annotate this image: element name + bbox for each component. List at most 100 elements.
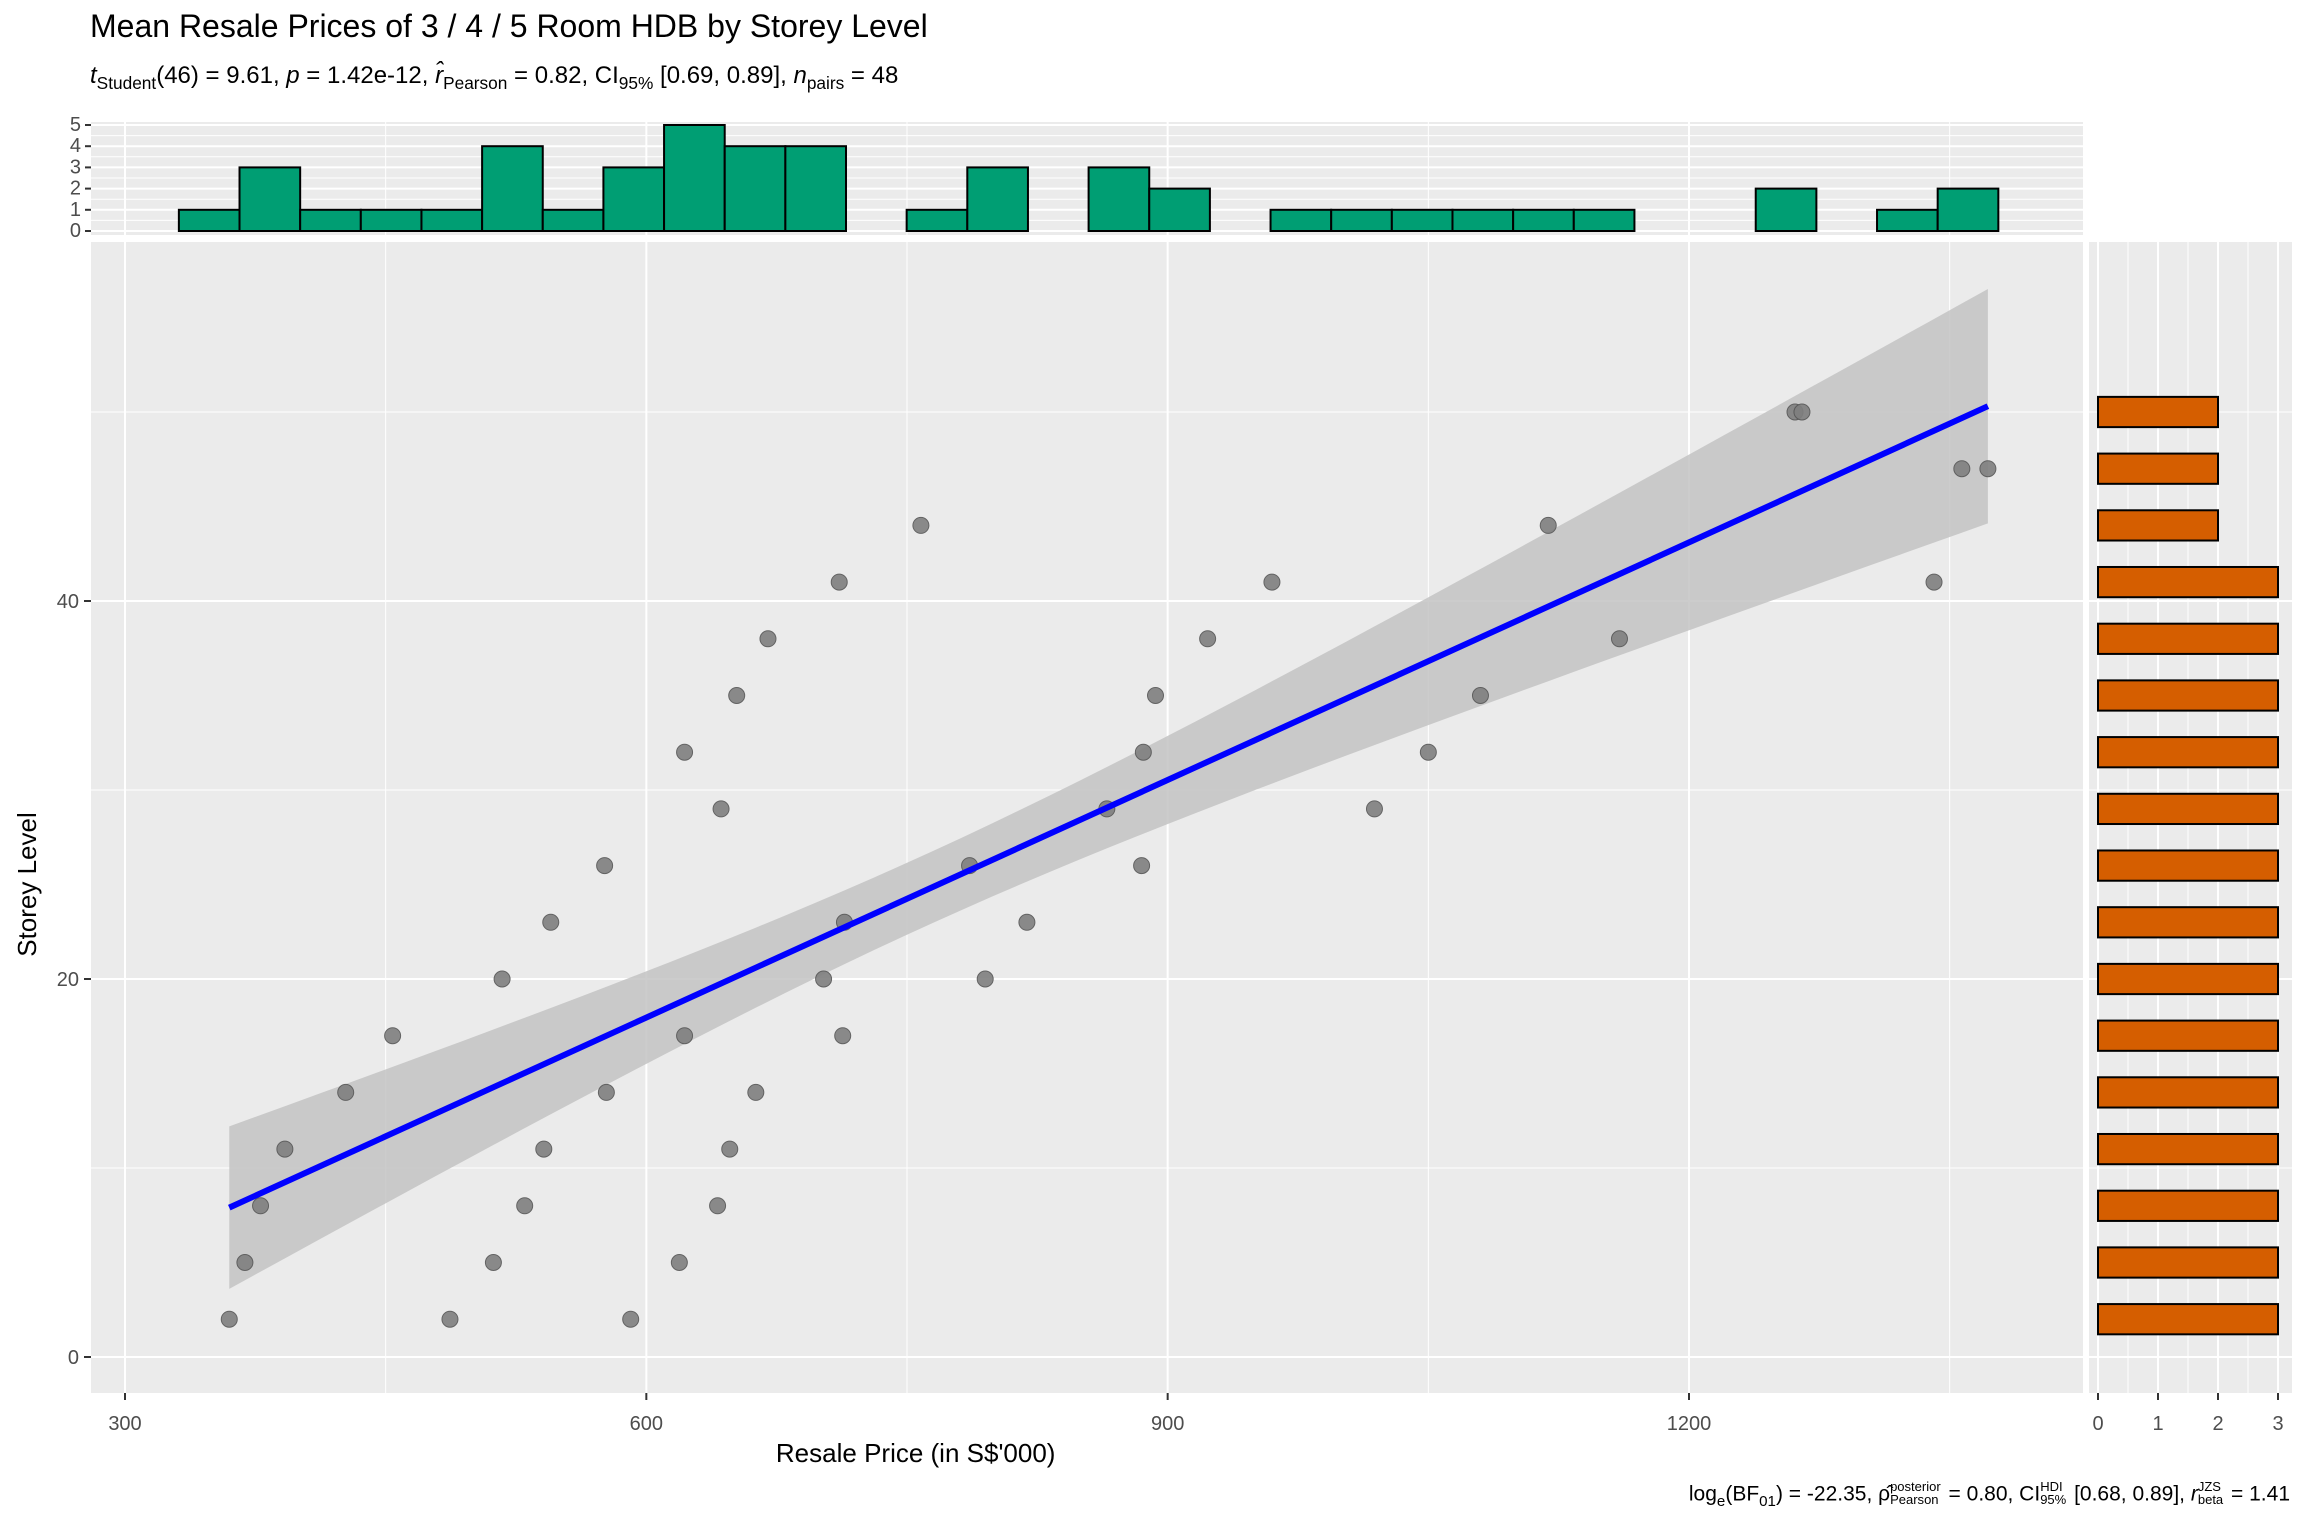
right-hist-tick-label: 3 (2272, 1413, 2283, 1435)
right-histogram-bar (2097, 565, 2279, 599)
confidence-band (229, 289, 1988, 1289)
y-tick-label: 20 (57, 969, 79, 991)
y-tick-label: 0 (68, 1347, 79, 1369)
x-tick-label: 300 (108, 1413, 141, 1435)
data-point (676, 743, 694, 761)
right-hist-tick-label: 2 (2212, 1413, 2223, 1435)
top-histogram-bar (1936, 187, 2000, 233)
top-histogram-bar (541, 208, 605, 233)
data-point (337, 1083, 355, 1101)
data-point (676, 1027, 694, 1045)
right-histogram-bar (2097, 849, 2279, 882)
x-tick-label: 900 (1151, 1413, 1184, 1435)
x-axis-title: Resale Price (in S$'000) (776, 1438, 1056, 1468)
top-hist-tick-label: 1 (70, 199, 81, 221)
top-histogram-bar (359, 208, 423, 233)
data-point (1147, 687, 1165, 704)
y-tick-label: 40 (57, 591, 79, 613)
right-histogram-bar (2097, 1132, 2279, 1166)
right-histogram-bar (2097, 452, 2219, 485)
data-point (976, 970, 994, 988)
data-point (276, 1140, 294, 1158)
data-point (493, 970, 511, 988)
data-point (759, 630, 777, 648)
data-point (1953, 460, 1971, 478)
right-histogram-bar (2097, 1303, 2279, 1336)
data-point (1419, 743, 1437, 761)
top-histogram-bar (238, 166, 302, 232)
x-tick-label: 1200 (1667, 1413, 1712, 1435)
top-hist-tick-label: 2 (70, 178, 81, 200)
chart-title: Mean Resale Prices of 3 / 4 / 5 Room HDB… (90, 8, 928, 44)
top-histogram-bar (1512, 208, 1575, 233)
top-hist-tick-label: 5 (70, 114, 81, 136)
top-hist-tick-label: 4 (70, 135, 81, 157)
data-point (1793, 403, 1811, 421)
data-point (728, 687, 746, 704)
top-histogram-bar (602, 166, 666, 232)
top-hist-tick-label: 3 (70, 156, 81, 178)
right-histogram-bar (2097, 792, 2279, 826)
right-histogram-bar (2097, 622, 2279, 655)
data-point (1018, 913, 1036, 931)
top-histogram-bar (723, 145, 787, 232)
top-histogram-bar (1269, 208, 1333, 233)
data-point (712, 800, 730, 818)
right-histogram-bar (2097, 1246, 2279, 1279)
top-histogram-bar (1876, 208, 1939, 233)
data-point (622, 1310, 640, 1328)
data-point (721, 1140, 739, 1158)
top-histogram-bar (299, 208, 362, 233)
data-point (441, 1310, 459, 1328)
top-hist-tick-label: 0 (70, 220, 81, 242)
right-histogram-bar (2097, 962, 2279, 996)
top-histogram-bar (1572, 208, 1636, 233)
top-histogram-bar (905, 208, 969, 233)
data-point (252, 1197, 270, 1215)
data-point (1133, 857, 1151, 875)
right-histogram-bar (2097, 679, 2279, 712)
data-point (830, 573, 848, 591)
right-histogram-bar (2097, 1076, 2279, 1109)
regression-line (228, 403, 1990, 1211)
data-point (1925, 573, 1943, 591)
right-hist-tick-label: 1 (2152, 1413, 2163, 1435)
top-histogram-bar (177, 208, 241, 233)
top-histogram-bar (1148, 187, 1211, 233)
top-histogram-bar (1087, 166, 1151, 232)
x-tick-label: 600 (630, 1413, 663, 1435)
data-point (384, 1027, 402, 1045)
data-point (1539, 516, 1557, 534)
data-point (1610, 630, 1628, 648)
right-histogram-bar (2097, 509, 2219, 542)
data-point (597, 1083, 615, 1101)
data-point (1134, 743, 1152, 761)
data-point (596, 857, 614, 875)
top-histogram-bar (784, 145, 848, 232)
chart-subtitle: tStudent(46) = 9.61, p = 1.42e-12, r̂Pea… (90, 62, 899, 94)
right-histogram-bar (2097, 1019, 2279, 1052)
right-histogram-bar (2097, 906, 2279, 939)
chart-caption: loge(BF01) = -22.35, ρ̂ posterior Pearson … (1688, 1479, 2290, 1510)
top-histogram-bar (481, 145, 544, 232)
data-point (1199, 630, 1217, 648)
right-histogram-bar (2097, 736, 2279, 769)
data-point (535, 1140, 553, 1158)
data-point (1365, 800, 1383, 818)
right-histogram-bar (2097, 1189, 2279, 1222)
data-point (815, 970, 833, 988)
data-point (1471, 687, 1489, 704)
data-point (542, 913, 560, 931)
y-axis-title: Storey Level (12, 812, 42, 957)
top-histogram-bar (1754, 187, 1818, 233)
right-histogram-bar (2097, 395, 2219, 429)
top-histogram-bar (1330, 208, 1393, 233)
data-point (747, 1083, 765, 1101)
top-histogram-bar (663, 124, 726, 232)
top-histogram-bar (1451, 208, 1515, 233)
top-histogram-bar (420, 208, 484, 233)
data-point (1979, 460, 1997, 478)
top-histogram-bar (1390, 208, 1454, 233)
data-point (516, 1197, 534, 1215)
